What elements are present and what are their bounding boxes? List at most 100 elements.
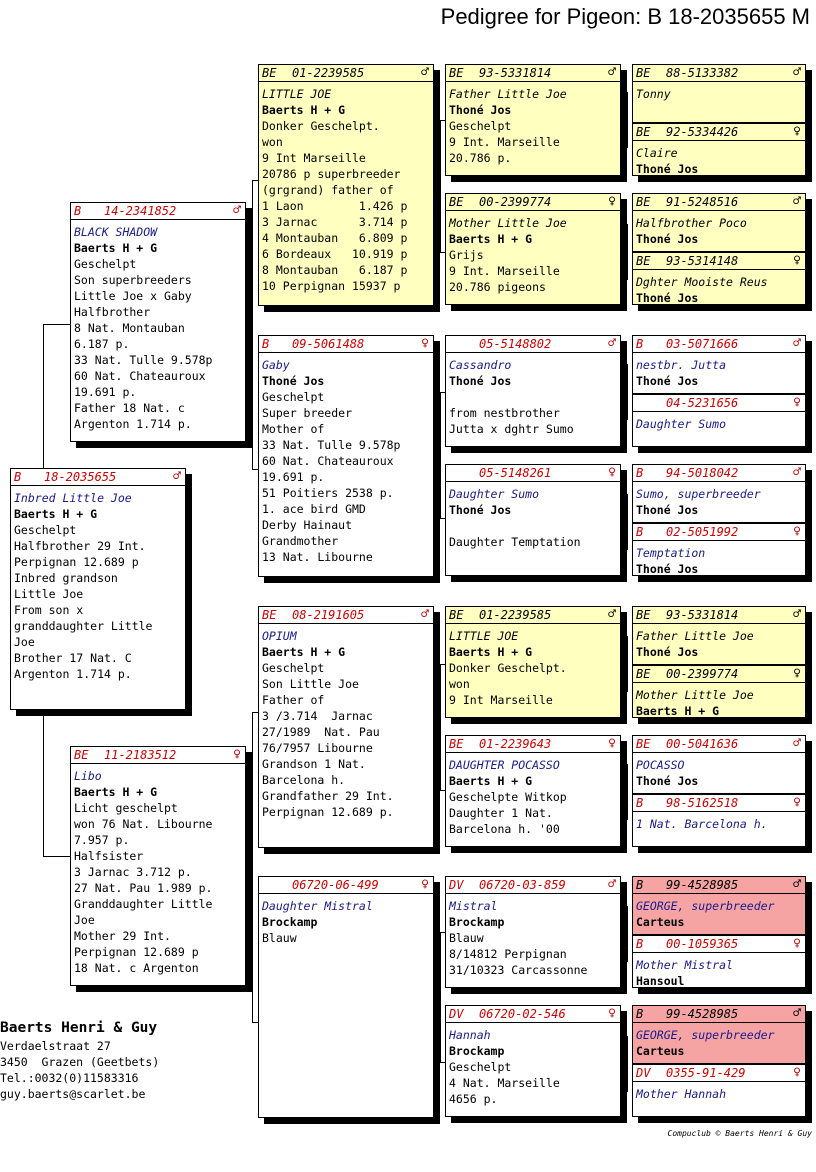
country-code: BE: [636, 608, 651, 622]
ring-header: BE 93-5331814 ♂: [446, 65, 620, 82]
pigeon-detail-line: 9 Int. Marseille: [449, 264, 560, 278]
ring-number: 11-2183512: [104, 748, 177, 762]
pigeon-detail-line: 60 Nat. Chateauroux: [74, 369, 206, 383]
ring-header: B 00-1059365 ♀: [633, 936, 805, 953]
ring-number: 91-5248516: [666, 195, 739, 209]
ring-header: BE 93-5331814 ♂: [633, 607, 805, 624]
female-symbol-icon: ♀: [793, 1065, 801, 1080]
pigeon-detail-line: Blauw: [262, 931, 297, 945]
pigeon-detail-line: Halfbrother: [74, 305, 151, 319]
country-code: BE: [262, 66, 277, 80]
male-symbol-icon: ♂: [608, 607, 616, 622]
pigeon-detail-line: Granddaughter Little: [74, 897, 213, 911]
email-line: guy.baerts@scarlet.be: [0, 1087, 146, 1101]
pedigree-card-father: B 14-2341852 ♂ BLACK SHADOW Baerts H + G Gesc…: [70, 202, 246, 442]
pedigree-card-g2: BE 91-5248516 ♂ Halfbrother Poco Thoné Jos BE…: [632, 193, 806, 305]
pigeon-name: OPIUM: [262, 629, 297, 643]
connector: [252, 180, 253, 469]
pigeon-owner: Thoné Jos: [449, 103, 512, 117]
ring-header: DV 06720-03-859 ♂: [446, 877, 620, 894]
connector: [440, 120, 445, 121]
ring-header: B 98-5162518 ♀: [633, 795, 805, 812]
pigeon-detail-line: 51 Poitiers 2538 p.: [262, 486, 394, 500]
pigeon-detail-line: 3 Jarnac 3.714 p: [262, 215, 408, 229]
owner-name: Baerts Henri & Guy: [0, 1020, 158, 1036]
pigeon-detail-line: 10 Perpignan 15937 p: [262, 279, 401, 293]
pedigree-card-g4: B 94-5018042 ♂ Sumo, superbreeder Thoné Jos B…: [632, 464, 806, 576]
pigeon-name: Cassandro: [449, 358, 512, 372]
pigeon-entry: B 94-5018042 ♂ Sumo, superbreeder Thoné Jos: [633, 465, 805, 522]
ring-header: B 18-2035655 ♂: [11, 469, 185, 486]
ring-number: 00-5041636: [666, 737, 739, 751]
pigeon-name: Sumo, superbreeder: [636, 487, 761, 501]
ring-number: 09-5061488: [292, 337, 365, 351]
pigeon-owner: Carteus: [636, 1044, 685, 1058]
ring-header: B 99-4528985 ♂: [633, 1006, 805, 1023]
connector: [440, 252, 445, 253]
pigeon-detail-line: from nestbrother: [449, 406, 560, 420]
pigeon-entry: B 00-1059365 ♀ Mother Mistral Hansoul: [633, 934, 805, 987]
pigeon-name: Gaby: [262, 358, 290, 372]
pedigree-card-father-mother: B 09-5061488 ♀ Gaby Thoné Jos Geschelpt Super …: [258, 335, 434, 577]
ring-header: BE 00-5041636 ♂: [633, 736, 805, 753]
pigeon-detail-line: Mother 29 Int.: [74, 929, 171, 943]
pigeon-detail-line: 27/1989 Nat. Pau: [262, 725, 380, 739]
male-symbol-icon: ♂: [173, 469, 181, 484]
ring-number: 03-5071666: [666, 337, 739, 351]
ring-number: 94-5018042: [666, 466, 739, 480]
pigeon-name: 1 Nat. Barcelona h.: [636, 817, 768, 831]
pigeon-detail-line: Daughter 1 Nat.: [449, 806, 553, 820]
pigeon-entry: BE 88-5133382 ♂ Tonny: [633, 65, 805, 122]
connector: [252, 712, 253, 1022]
pigeon-detail-line: 8 Montauban 6.187 p: [262, 263, 408, 277]
pigeon-name: BLACK SHADOW: [74, 225, 158, 239]
connector: [627, 636, 628, 692]
ring-header: BE 00-2399774 ♀: [446, 194, 620, 211]
pigeon-entry: BE 93-5314148 ♀ Dghter Mooiste Reus Thoné Jo…: [633, 251, 805, 304]
pigeon-owner: Thoné Jos: [449, 503, 512, 517]
male-symbol-icon: ♂: [233, 203, 241, 218]
female-symbol-icon: ♀: [608, 465, 616, 480]
pigeon-detail-line: Geschelpt: [262, 390, 325, 404]
ring-number: 88-5133382: [666, 66, 739, 80]
connector: [627, 494, 628, 550]
connector: [440, 392, 445, 393]
pigeon-detail-line: Geschelpt: [74, 257, 137, 271]
ring-number: 14-2341852: [104, 204, 177, 218]
pigeon-entry: BE 93-5331814 ♂ Father Little Joe Thoné Jos G…: [446, 65, 620, 166]
pigeon-entry: 05-5148261 ♀ Daughter Sumo Thoné Jos Daughte…: [446, 465, 620, 550]
pigeon-name: Tonny: [636, 87, 671, 101]
country-code: BE: [636, 737, 651, 751]
pigeon-entry: DV 06720-03-859 ♂ Mistral Brockamp Blauw 8/148…: [446, 877, 620, 978]
female-symbol-icon: ♀: [793, 124, 801, 139]
pigeon-name: nestbr. Jutta: [636, 358, 727, 372]
pigeon-entry: BE 01-2239585 ♂ LITTLE JOE Baerts H + G Donke…: [259, 65, 433, 294]
page-title: Pedigree for Pigeon: B 18-2035655 M: [440, 4, 810, 29]
pedigree-card-g1: BE 88-5133382 ♂ Tonny BE 92-5334426 ♀ Claire Tho…: [632, 64, 806, 176]
pigeon-entry: 04-5231656 ♀ Daughter Sumo: [633, 393, 805, 446]
pedigree-card-father-father: BE 01-2239585 ♂ LITTLE JOE Baerts H + G Donke…: [258, 64, 434, 306]
pigeon-name: Father Little Joe: [636, 629, 754, 643]
ring-header: 05-5148802 ♂: [446, 336, 620, 353]
pigeon-entry: BE 01-2239585 ♂ LITTLE JOE Baerts H + G Donke…: [446, 607, 620, 708]
country-code: BE: [636, 254, 651, 268]
connector: [440, 518, 445, 519]
male-symbol-icon: ♂: [793, 877, 801, 892]
pigeon-detail-line: Little Joe x Gaby: [74, 289, 192, 303]
male-symbol-icon: ♂: [793, 1006, 801, 1021]
pigeon-detail-line: Grandmother: [262, 534, 339, 548]
country-code: B: [636, 878, 644, 892]
ring-number: 93-5331814: [666, 608, 739, 622]
connector: [440, 790, 445, 791]
country-code: DV: [636, 1066, 651, 1080]
country-code: B: [636, 796, 644, 810]
pigeon-detail-line: Inbred grandson: [14, 571, 118, 585]
female-symbol-icon: ♀: [793, 795, 801, 810]
connector: [43, 856, 71, 857]
country-code: BE: [74, 748, 89, 762]
pigeon-name: Mistral: [449, 899, 498, 913]
pigeon-detail-line: Jutta x dghtr Sumo: [449, 422, 574, 436]
connector: [252, 180, 258, 181]
male-symbol-icon: ♂: [793, 736, 801, 751]
pigeon-name: Daughter Sumo: [636, 417, 727, 431]
